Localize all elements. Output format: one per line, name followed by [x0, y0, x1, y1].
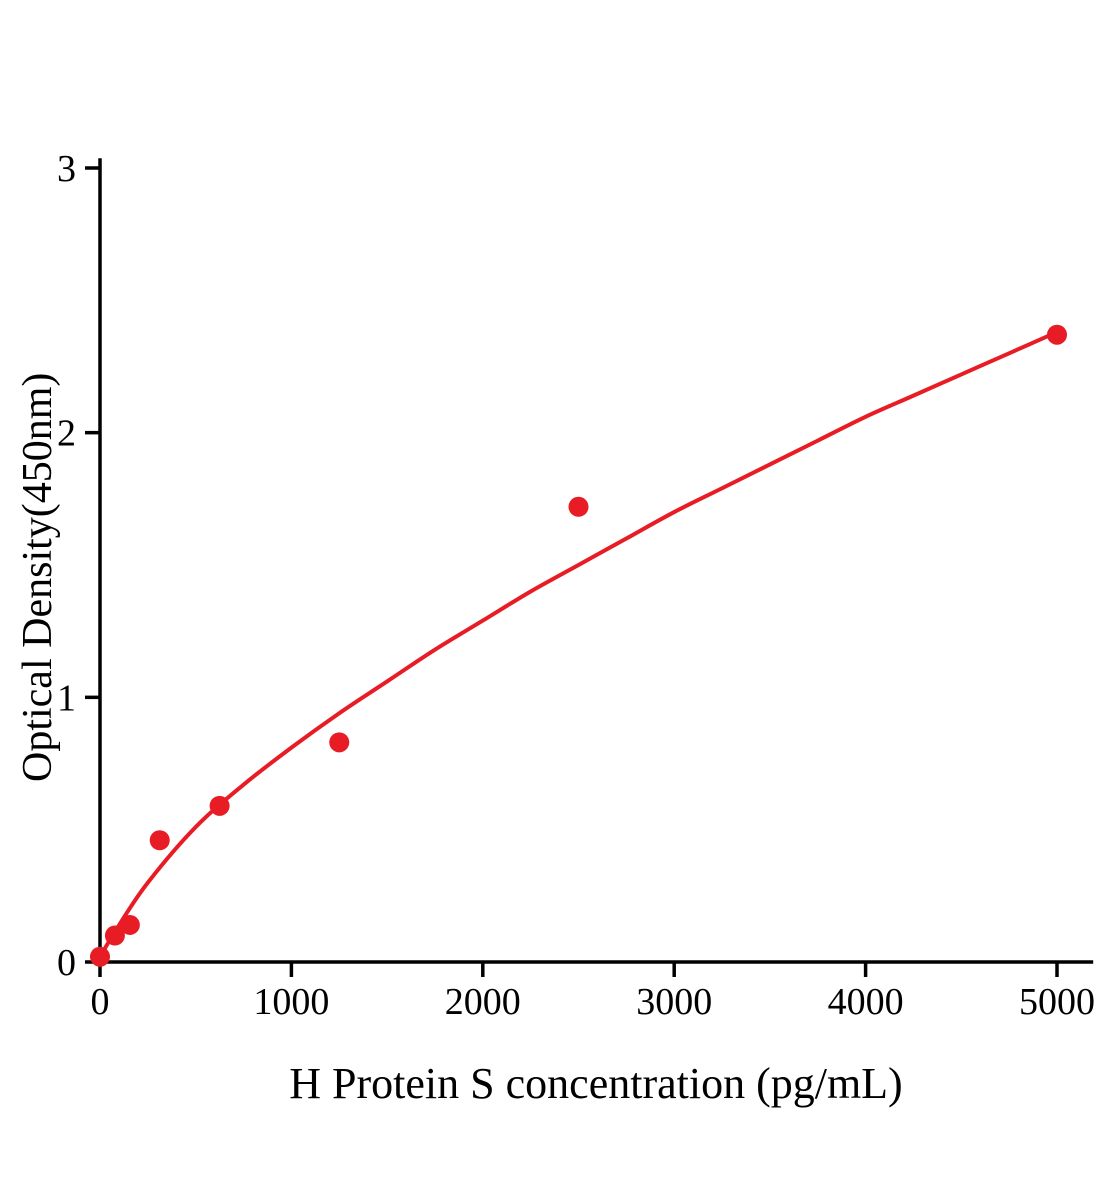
x-tick-label: 4000 — [828, 981, 904, 1023]
data-point — [1047, 324, 1067, 345]
data-point — [119, 914, 140, 935]
x-tick-label: 1000 — [253, 981, 329, 1023]
y-tick-label: 0 — [57, 942, 76, 984]
data-point — [209, 795, 230, 816]
y-axis-title: Optical Density(450nm) — [15, 372, 61, 782]
data-point — [568, 496, 589, 517]
x-tick-label: 5000 — [1019, 981, 1095, 1023]
y-tick-label: 3 — [57, 148, 76, 190]
x-axis-title: H Protein S concentration (pg/mL) — [289, 1059, 903, 1108]
x-tick-label: 2000 — [445, 981, 521, 1023]
data-point — [329, 732, 350, 753]
data-point — [149, 830, 170, 851]
data-point — [104, 925, 125, 946]
data-point — [90, 946, 110, 967]
y-tick-label: 1 — [57, 677, 76, 719]
y-tick-label: 2 — [57, 413, 76, 455]
fit-curve — [98, 330, 1059, 959]
x-tick-label: 3000 — [636, 981, 712, 1023]
x-tick-label: 0 — [91, 981, 110, 1023]
